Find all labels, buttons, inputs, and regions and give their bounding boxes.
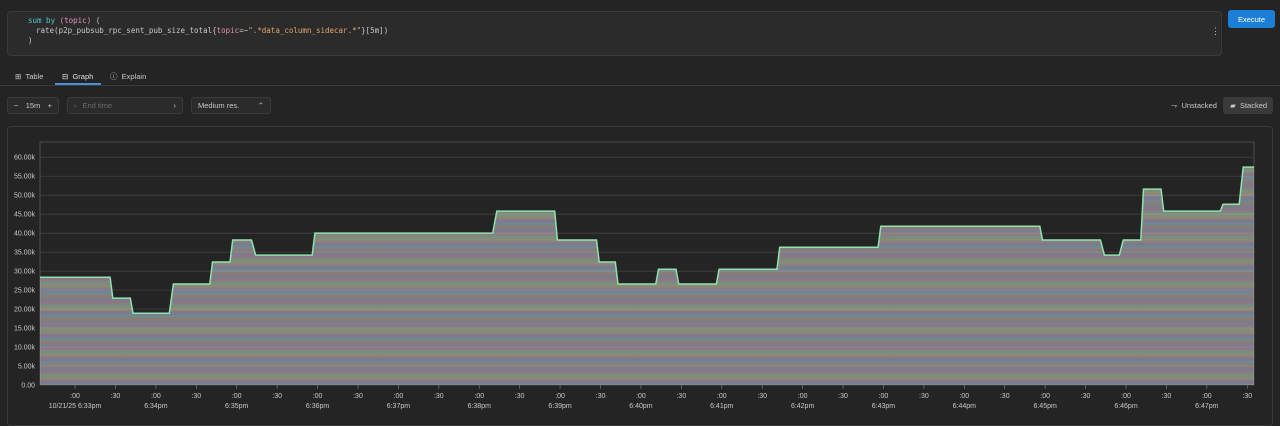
x-tick-label: :30	[596, 393, 606, 400]
x-tick-label: :00	[1121, 393, 1131, 400]
x-tick-label: :00	[313, 393, 323, 400]
active-tab-indicator	[55, 83, 101, 85]
x-tick-label: :00	[555, 393, 565, 400]
x-tick-sublabel: 6:45pm	[1033, 403, 1057, 410]
query-line: sum by (topic) (	[28, 16, 1221, 26]
x-tick-sublabel: 6:40pm	[629, 403, 653, 410]
x-tick-sublabel: 10/21/25 6:33pm	[49, 403, 102, 410]
tab-label: Graph	[72, 71, 94, 81]
menu-icon[interactable]: ⋮	[1211, 26, 1220, 36]
x-tick-sublabel: 6:41pm	[710, 403, 734, 410]
x-tick-sublabel: 6:46pm	[1114, 403, 1138, 410]
y-tick-label: 15.00k	[14, 326, 36, 333]
x-tick-label: :00	[717, 393, 727, 400]
code: =~	[239, 26, 249, 35]
code: (topic)	[59, 16, 92, 25]
x-tick-label: :00	[474, 393, 484, 400]
x-tick-sublabel: 6:38pm	[468, 403, 492, 410]
x-tick-label: :00	[70, 393, 80, 400]
x-tick-label: :30	[676, 393, 686, 400]
x-tick-label: :30	[191, 393, 201, 400]
x-tick-label: :30	[111, 393, 121, 400]
y-tick-label: 40.00k	[14, 231, 36, 238]
prometheus-ui: >_ sum by (topic) ( rate(p2p_pubsub_rpc_…	[0, 10, 1280, 426]
y-tick-label: 5.00k	[18, 364, 36, 371]
x-tick-label: :00	[636, 393, 646, 400]
x-tick-sublabel: 6:44pm	[953, 403, 977, 410]
x-tick-sublabel: 6:43pm	[872, 403, 896, 410]
x-tick-sublabel: 6:39pm	[548, 403, 572, 410]
chart: 0.00 5.00k 10.00k 15.00k 20.00k 25.00k 30.00k 3…	[14, 141, 1255, 410]
x-tick-label: :00	[798, 393, 808, 400]
placeholder: End time	[82, 101, 113, 110]
x-tick-sublabel: 6:35pm	[225, 403, 249, 410]
y-tick-label: 10.00k	[14, 345, 36, 352]
resolution: Medium res.	[198, 101, 240, 110]
x-tick-label: :00	[232, 393, 242, 400]
y-tick-label: 50.00k	[14, 193, 36, 200]
divider	[0, 85, 1280, 86]
code: ".*data_column_sidecar.*"	[248, 26, 362, 35]
x-tick-label: :30	[838, 393, 848, 400]
resolution-select[interactable]: Medium res. ⌃	[191, 97, 271, 114]
code: sum by	[28, 16, 60, 25]
x-tick-label: :30	[919, 393, 929, 400]
x-tick-label: :30	[434, 393, 444, 400]
x-tick-label: :00	[394, 393, 404, 400]
x-tick-sublabel: 6:36pm	[306, 403, 330, 410]
x-tick-label: :30	[1162, 393, 1172, 400]
query-line: rate(p2p_pubsub_rpc_sent_pub_size_total{…	[28, 26, 1221, 36]
y-tick-label: 0.00	[21, 383, 35, 390]
tab[interactable]: ⓘ Explain	[110, 71, 147, 81]
x-tick-label: :30	[272, 393, 282, 400]
y-tick-label: 20.00k	[14, 307, 36, 314]
label: Stacked	[1239, 101, 1268, 110]
code: rate(p2p_pubsub_rpc_sent_pub_size_total{	[36, 26, 217, 35]
x-tick-label: :00	[879, 393, 889, 400]
query-line: )	[28, 36, 1221, 46]
execute-button[interactable]: Execute	[1228, 10, 1275, 28]
x-tick-label: :00	[959, 393, 969, 400]
x-tick-label: :00	[1040, 393, 1050, 400]
y-tick-label: 30.00k	[14, 269, 36, 276]
x-tick-sublabel: 6:34pm	[144, 403, 168, 410]
end-time-input[interactable]: ‹ End time ›	[67, 97, 183, 114]
x-tick-label: :30	[757, 393, 767, 400]
x-tick-label: :00	[1202, 393, 1212, 400]
unstacked-button[interactable]: ⇁ Unstacked	[1171, 101, 1217, 110]
area-outline	[40, 166, 1254, 314]
x-tick-sublabel: 6:42pm	[791, 403, 815, 410]
range: 15m	[25, 101, 41, 110]
x-tick-label: :30	[1000, 393, 1010, 400]
tab-label: Table	[25, 71, 44, 81]
y-tick-label: 55.00k	[14, 174, 36, 181]
range-input[interactable]: −15m +	[7, 97, 59, 114]
tab-label: Explain	[121, 71, 147, 81]
stacked-button[interactable]: ▰ Stacked	[1223, 97, 1273, 114]
x-tick-label: :30	[1242, 393, 1252, 400]
label: Unstacked	[1181, 101, 1217, 110]
code: )	[28, 36, 33, 45]
code: (	[91, 16, 101, 25]
tab[interactable]: ⊟ Graph	[62, 71, 94, 81]
stacked-area	[40, 167, 1254, 385]
y-tick-label: 35.00k	[14, 250, 36, 257]
y-tick-label: 25.00k	[14, 288, 36, 295]
x-tick-label: :30	[515, 393, 525, 400]
tab[interactable]: ⊞ Table	[15, 71, 44, 81]
x-tick-label: :30	[353, 393, 363, 400]
x-tick-label: :30	[1081, 393, 1091, 400]
code: }[5m])	[361, 26, 389, 35]
code: topic	[216, 26, 240, 35]
x-tick-sublabel: 6:47pm	[1195, 403, 1219, 410]
query-editor[interactable]: sum by (topic) ( rate(p2p_pubsub_rpc_sen…	[7, 11, 1222, 56]
x-tick-label: :00	[151, 393, 161, 400]
y-tick-label: 60.00k	[14, 155, 36, 162]
x-tick-sublabel: 6:37pm	[387, 403, 411, 410]
y-tick-label: 45.00k	[14, 212, 36, 219]
